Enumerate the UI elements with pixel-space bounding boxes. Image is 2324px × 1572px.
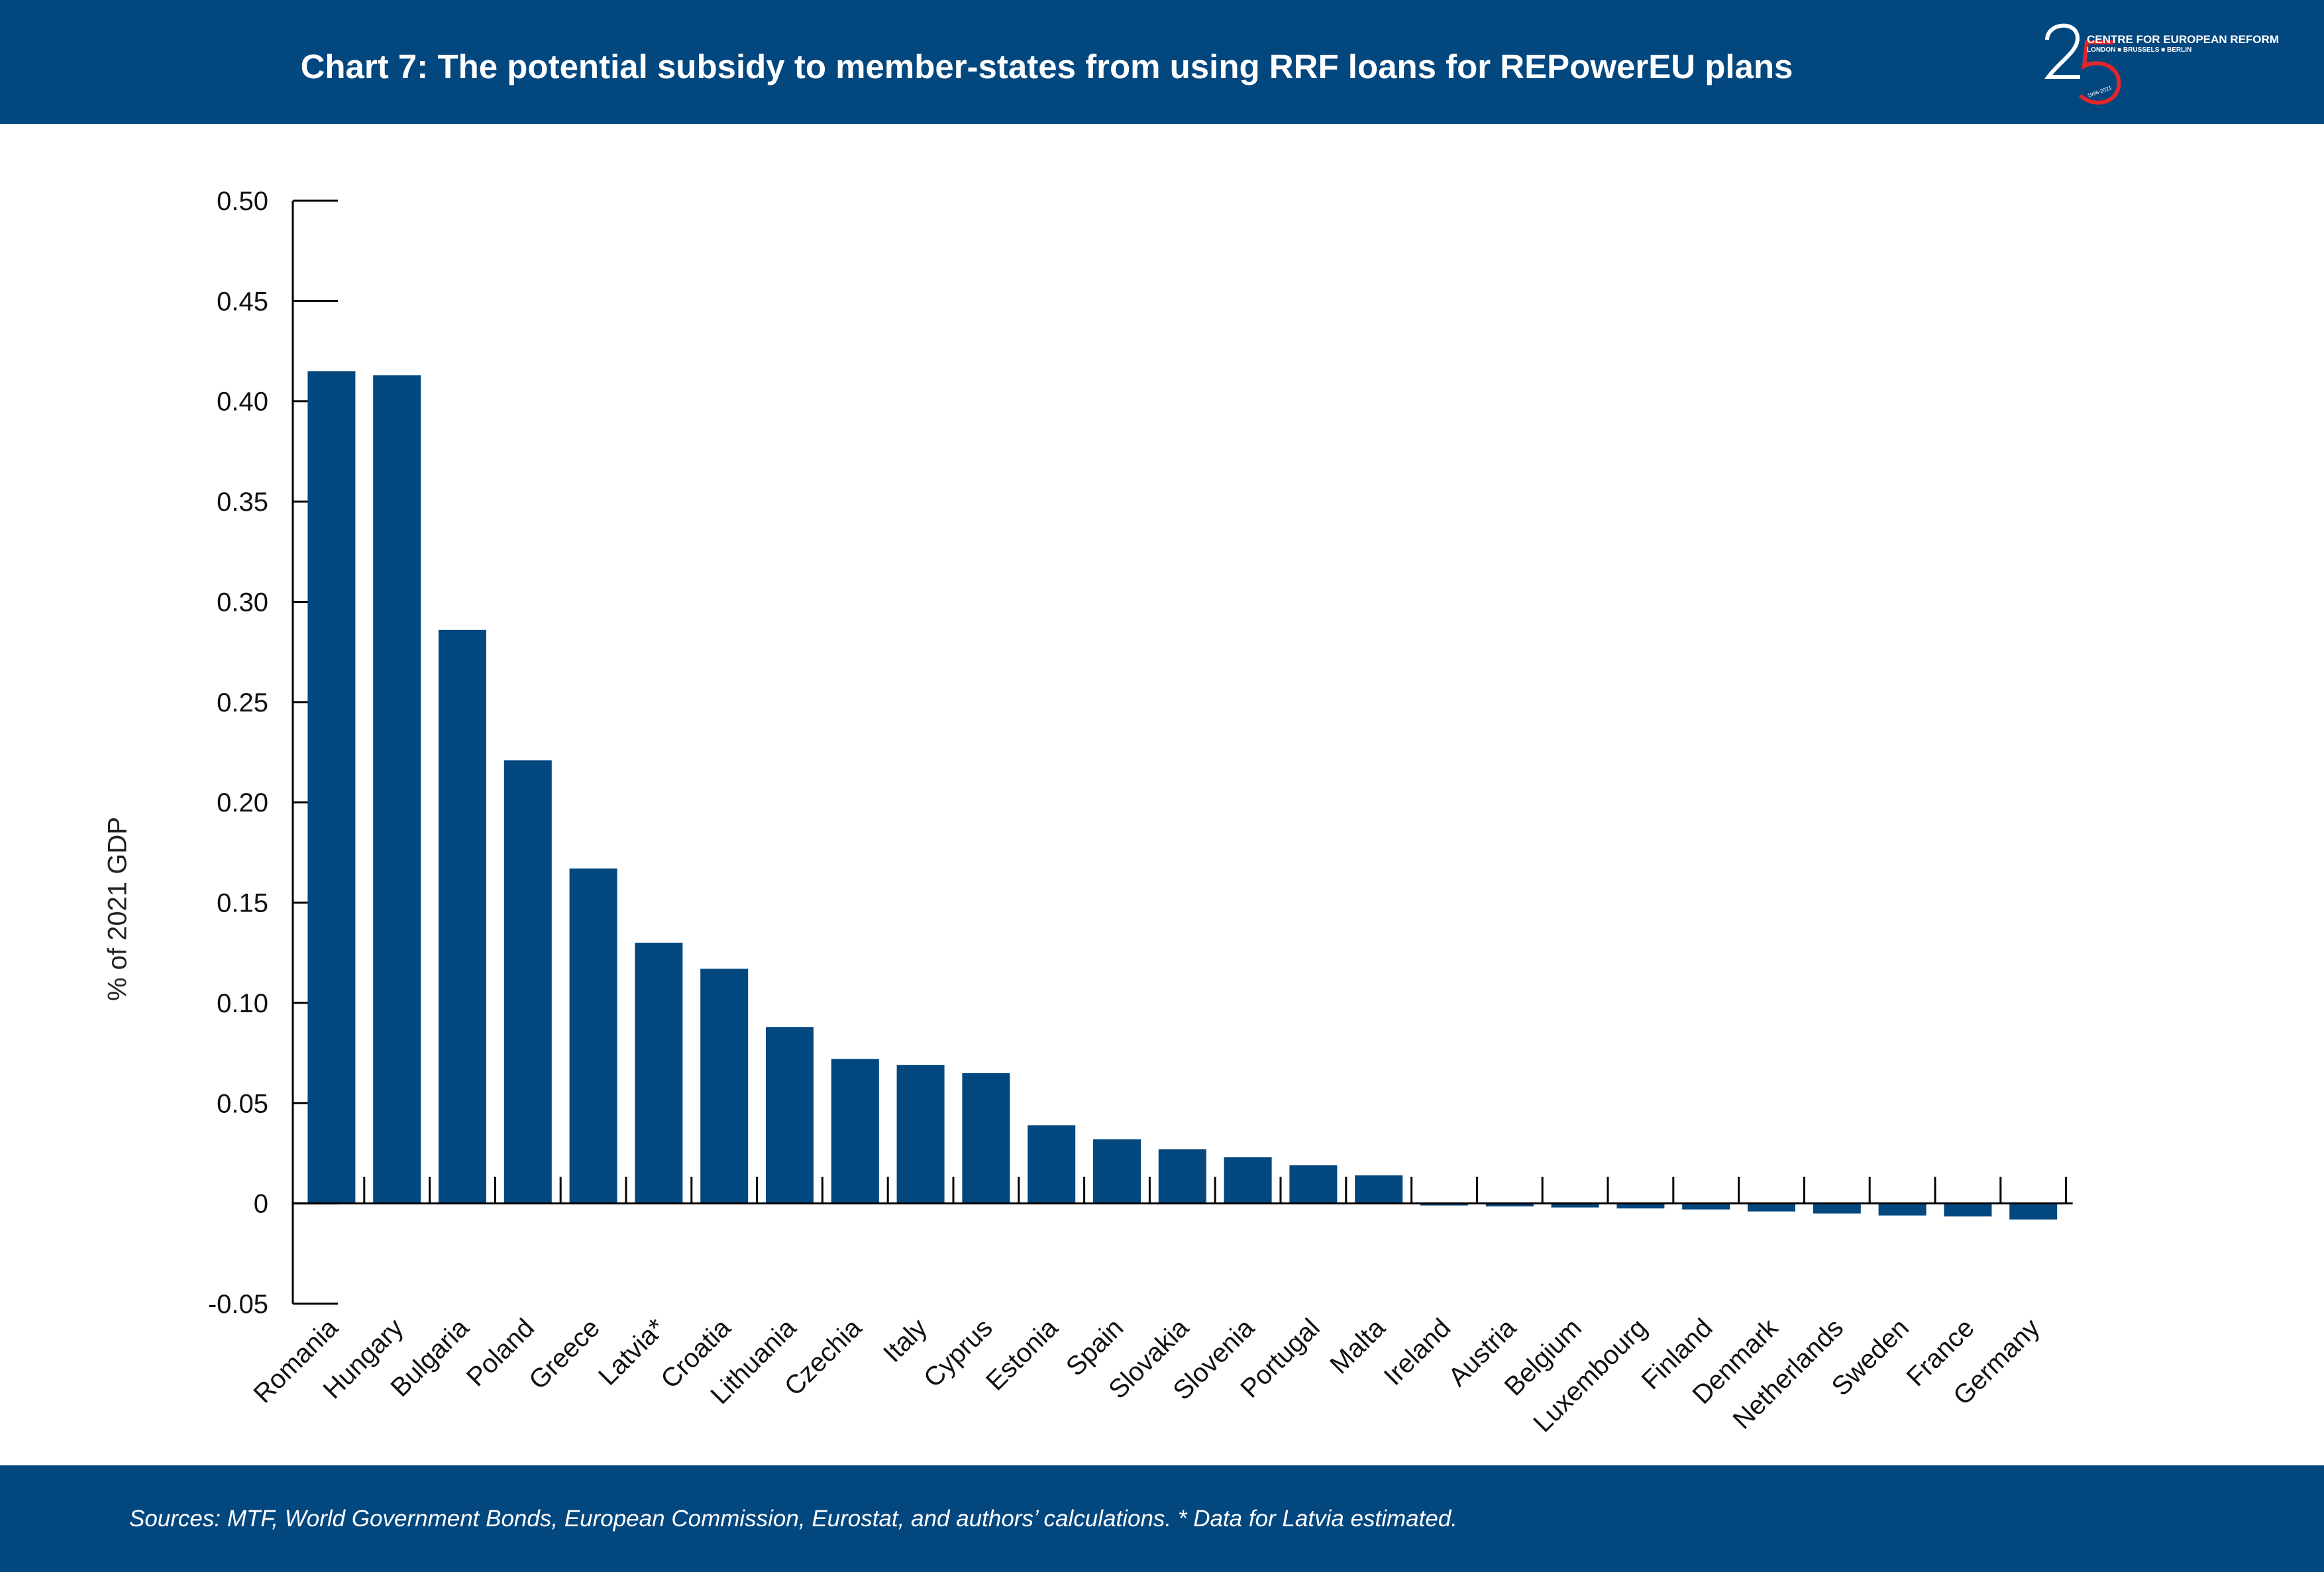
bar-italy bbox=[896, 1065, 945, 1204]
y-tick-label: -0.05 bbox=[208, 1290, 268, 1319]
chart-title: Chart 7: The potential subsidy to member… bbox=[300, 47, 1793, 85]
bar-hungary bbox=[373, 375, 421, 1204]
bar-netherlands bbox=[1813, 1203, 1861, 1214]
chart-area: % of 2021 GDP 0.50 0.45 0.40 0.35 0.30 0.25 0.… bbox=[0, 124, 2324, 1465]
category-label: Latvia* bbox=[593, 1313, 671, 1391]
bar-france bbox=[1944, 1203, 1992, 1217]
y-tick-label: 0.20 bbox=[217, 788, 268, 817]
y-tick-label: 0.30 bbox=[217, 588, 268, 617]
bar-sweden bbox=[1878, 1203, 1927, 1216]
y-tick-label: 0.10 bbox=[217, 989, 268, 1018]
y-tick-label: 0.25 bbox=[217, 688, 268, 717]
bar-finland bbox=[1682, 1203, 1730, 1210]
bar-estonia bbox=[1028, 1125, 1076, 1204]
y-tick-label: 0.35 bbox=[217, 488, 268, 517]
bar-slovakia bbox=[1158, 1149, 1206, 1204]
bar-lithuania bbox=[766, 1027, 814, 1204]
category-label: Greece bbox=[523, 1313, 606, 1395]
category-label: Italy bbox=[878, 1313, 933, 1368]
bar-luxembourg bbox=[1616, 1203, 1665, 1209]
category-label: Luxembourg bbox=[1528, 1313, 1652, 1438]
bar-belgium bbox=[1551, 1203, 1599, 1208]
logo-25-mark bbox=[2044, 23, 2121, 105]
source-note: Sources: MTF, World Government Bonds, Eu… bbox=[129, 1505, 1458, 1532]
bar-czechia bbox=[831, 1059, 879, 1204]
y-tick-label: 0.40 bbox=[217, 388, 268, 417]
category-label: Estonia bbox=[980, 1313, 1064, 1396]
bar-poland bbox=[503, 760, 552, 1204]
logo-cities: LONDON ■ BRUSSELS ■ BERLIN bbox=[2087, 46, 2192, 54]
y-tick-label: 0.50 bbox=[217, 187, 268, 216]
bar-romania bbox=[307, 371, 356, 1204]
bar-latvia bbox=[635, 943, 683, 1204]
bar-bulgaria bbox=[439, 629, 486, 1204]
bar-slovenia bbox=[1224, 1157, 1272, 1204]
bar-malta bbox=[1355, 1175, 1403, 1204]
bar-greece bbox=[569, 868, 617, 1204]
chart-header: Chart 7: The potential subsidy to member… bbox=[0, 0, 2324, 124]
y-tick-label: 0.05 bbox=[217, 1089, 268, 1118]
y-tick-label: 0 bbox=[254, 1190, 268, 1219]
bar-spain bbox=[1093, 1139, 1141, 1204]
y-tick-label: 0.45 bbox=[217, 287, 268, 316]
chart-footer: Sources: MTF, World Government Bonds, Eu… bbox=[0, 1465, 2324, 1572]
bar-austria bbox=[1485, 1203, 1534, 1207]
logo-org-name: CENTRE FOR EUROPEAN REFORM bbox=[2087, 33, 2279, 46]
bar-croatia bbox=[700, 969, 749, 1204]
cer-logo: CENTRE FOR EUROPEAN REFORM LONDON ■ BRUS… bbox=[2034, 15, 2279, 114]
bar-cyprus bbox=[962, 1073, 1010, 1204]
y-axis-label: % of 2021 GDP bbox=[103, 817, 132, 1001]
category-label: Ireland bbox=[1379, 1313, 1457, 1391]
bar-chart: 0.50 0.45 0.40 0.35 0.30 0.25 0.20 0.15 0.10 0.05… bbox=[208, 187, 2073, 1438]
y-tick-label: 0.15 bbox=[217, 889, 268, 918]
bar-ireland bbox=[1420, 1203, 1468, 1206]
bar-denmark bbox=[1748, 1203, 1795, 1212]
bar-germany bbox=[2009, 1203, 2058, 1220]
bar-portugal bbox=[1289, 1165, 1338, 1204]
